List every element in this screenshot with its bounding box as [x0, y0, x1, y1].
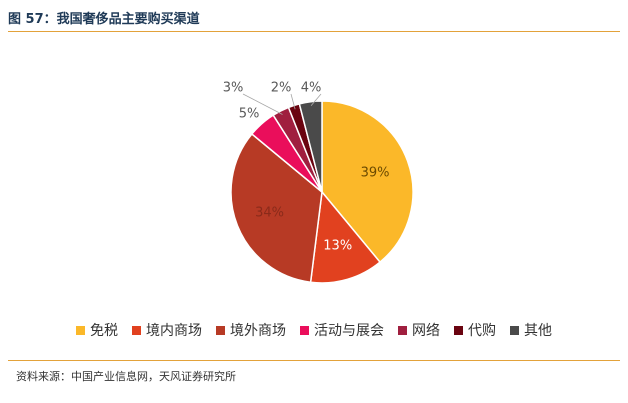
- pie-slice-overseas-mall: [230, 132, 323, 284]
- page-title: 图 57：我国奢侈品主要购买渠道: [8, 12, 200, 27]
- leader-line-daigou: [290, 93, 296, 110]
- footer-divider: [8, 360, 620, 361]
- legend-item-other: 其他: [510, 320, 552, 340]
- legend-item-overseas-mall: 境外商场: [216, 320, 286, 340]
- slice-label-overseas-mall: 34%: [255, 205, 284, 220]
- legend-swatch: [76, 325, 85, 335]
- legend-label: 其他: [524, 323, 552, 339]
- legend-item-events-exhibitions: 活动与展会: [300, 320, 384, 340]
- legend-item-online: 网络: [398, 320, 440, 340]
- label-leader-lines: [242, 93, 322, 115]
- legend-swatch: [132, 325, 141, 335]
- legend-item-domestic-mall: 境内商场: [132, 320, 202, 340]
- slice-label-daigou: 2%: [271, 81, 292, 96]
- legend-item-daigou: 代购: [454, 320, 496, 340]
- legend-label: 免税: [90, 323, 118, 339]
- legend-label: 活动与展会: [314, 323, 384, 339]
- legend-item-duty-free: 免税: [76, 320, 118, 340]
- legend-label: 境外商场: [230, 323, 286, 339]
- pie-slice-duty-free: [321, 100, 414, 264]
- legend-swatch: [454, 325, 463, 335]
- slice-label-duty-free: 39%: [361, 165, 390, 180]
- chart-legend: 免税 境内商场 境外商场 活动与展会 网络 代购 其他: [0, 320, 628, 340]
- legend-label: 境内商场: [146, 323, 202, 339]
- legend-swatch: [510, 325, 519, 335]
- pie-slice-other: [298, 100, 323, 193]
- slice-label-other: 4%: [301, 81, 322, 96]
- leader-line-other: [310, 93, 322, 106]
- legend-swatch: [216, 325, 225, 335]
- pie-slices: [230, 100, 414, 284]
- pie-chart: 39% 13% 34% 5% 3% 2% 4%: [223, 81, 414, 284]
- legend-swatch: [300, 325, 309, 335]
- source-note: 资料来源：中国产业信息网，天风证券研究所: [16, 370, 236, 383]
- header-divider: [8, 31, 620, 32]
- legend-label: 代购: [468, 323, 496, 339]
- slice-label-domestic-mall: 13%: [323, 239, 352, 254]
- leader-line-online: [242, 93, 283, 115]
- legend-swatch: [398, 325, 407, 335]
- slice-label-online: 3%: [223, 81, 244, 96]
- pie-slice-domestic-mall: [309, 190, 382, 284]
- slice-labels: 39% 13% 34% 5% 3% 2% 4%: [223, 81, 390, 254]
- slice-label-events-exhibitions: 5%: [239, 107, 260, 122]
- legend-label: 网络: [412, 323, 440, 339]
